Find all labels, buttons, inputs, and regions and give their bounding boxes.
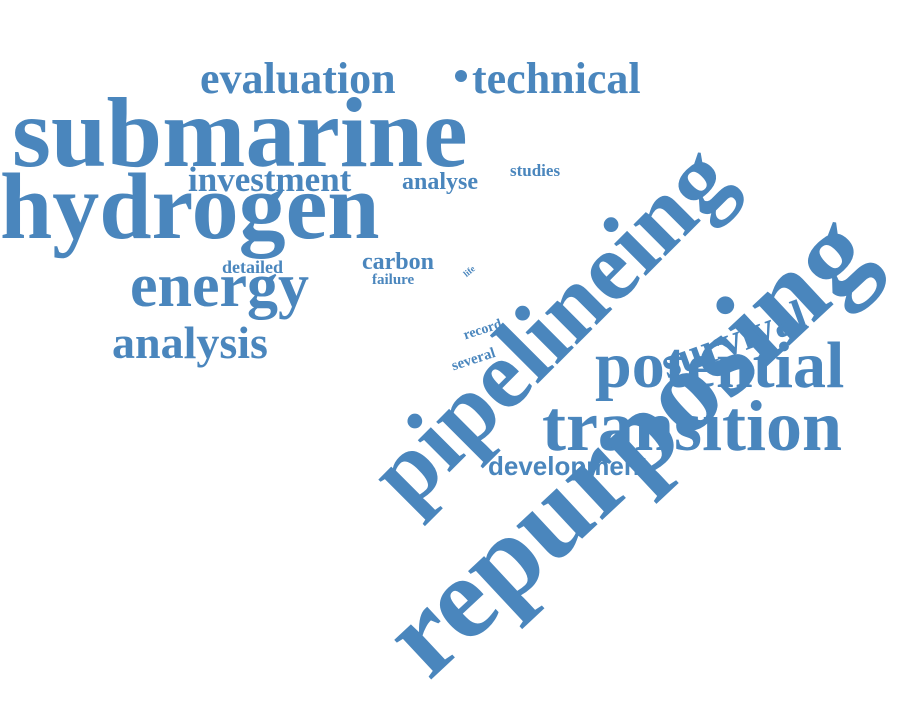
word-technical: technical xyxy=(472,54,641,103)
word-analyse: analyse xyxy=(402,169,479,195)
word-development: development xyxy=(488,451,649,481)
word-evaluation: evaluation xyxy=(200,54,396,103)
word-detailed: detailed xyxy=(222,257,283,277)
word-carbon: carbon xyxy=(362,249,434,275)
word-studies: studies xyxy=(510,161,561,180)
word-transition: transition xyxy=(542,386,843,466)
word-submarine: submarine xyxy=(12,77,468,188)
word-cloud: submarine hydrogen evaluation technical … xyxy=(0,54,896,701)
word-dot xyxy=(455,70,467,82)
word-investment: investment xyxy=(188,160,352,199)
word-hydrogen: hydrogen xyxy=(0,155,380,259)
word-analysis: analysis xyxy=(112,317,268,368)
word-failure: failure xyxy=(372,272,415,288)
word-potential: potential xyxy=(595,329,845,402)
word-energy: energy xyxy=(130,252,310,320)
word-life: life xyxy=(461,263,477,279)
